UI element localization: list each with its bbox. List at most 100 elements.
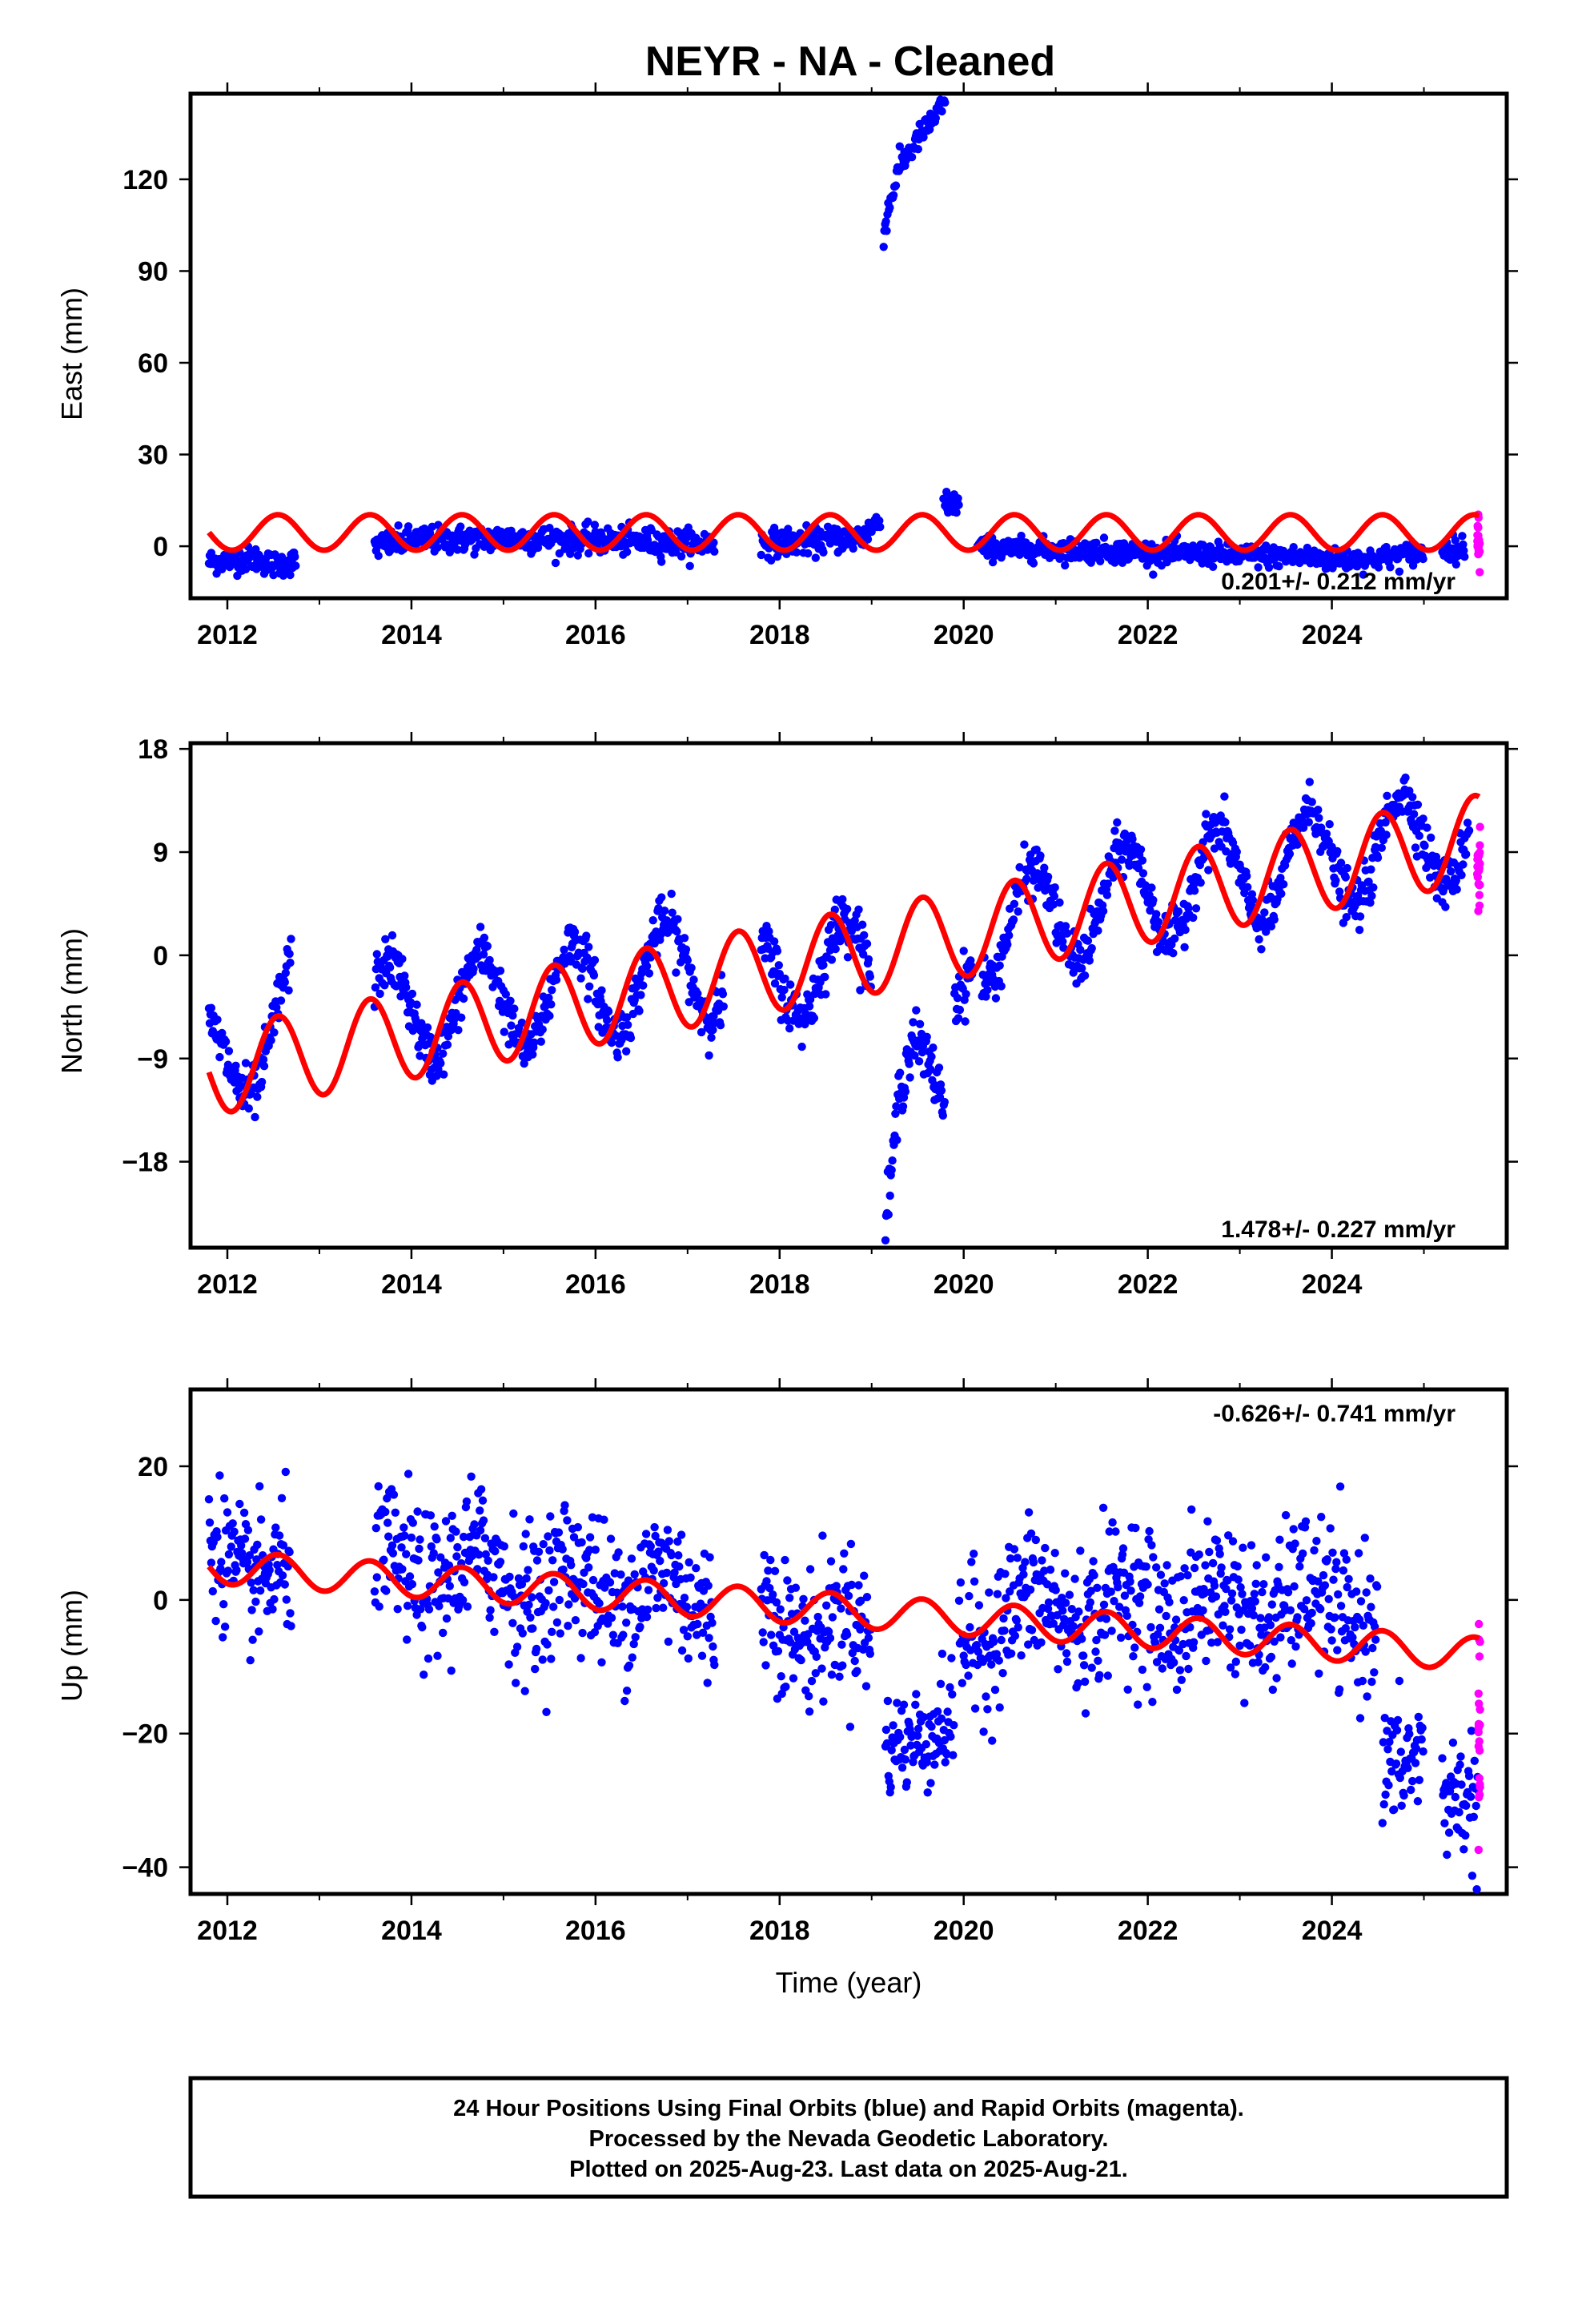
east-final-point xyxy=(954,494,962,503)
up-final-point xyxy=(1396,1747,1406,1756)
north-xtick-label: 2016 xyxy=(565,1269,626,1300)
up-final-point xyxy=(773,1647,783,1655)
up-final-point xyxy=(1203,1517,1212,1526)
up-final-point xyxy=(1227,1589,1237,1598)
up-final-point xyxy=(400,1523,408,1532)
up-rapid-point xyxy=(1474,1845,1484,1855)
east-final-point xyxy=(792,548,801,557)
up-final-point xyxy=(899,1700,909,1709)
east-panel: East (mm) 2012 2014 2016 2018 2020 2022 2024 0 3… xyxy=(55,82,1518,650)
up-final-point xyxy=(1312,1537,1321,1546)
north-final-point xyxy=(1078,964,1086,973)
north-rate-label: 1.478+/- 0.227 mm/yr xyxy=(1221,1216,1456,1243)
north-final-point xyxy=(1080,971,1090,980)
up-final-point xyxy=(1061,1569,1070,1578)
north-final-point xyxy=(1204,866,1213,875)
up-final-point xyxy=(781,1683,790,1691)
up-final-point xyxy=(265,1566,274,1574)
north-final-point xyxy=(809,1014,819,1023)
north-final-point xyxy=(1420,841,1429,850)
up-final-point xyxy=(524,1600,533,1610)
north-final-point xyxy=(683,956,692,965)
east-final-point xyxy=(919,133,928,142)
north-final-point xyxy=(962,990,970,999)
up-final-point xyxy=(490,1627,499,1637)
up-final-point xyxy=(591,1546,600,1554)
up-final-point xyxy=(995,1703,1004,1712)
up-final-point xyxy=(554,1528,564,1537)
up-final-point xyxy=(375,1602,383,1611)
up-final-point xyxy=(567,1561,576,1570)
up-final-point xyxy=(1393,1715,1403,1725)
east-final-point xyxy=(881,217,890,226)
up-final-point xyxy=(391,1508,400,1518)
north-ytick-label: −18 xyxy=(122,1148,168,1178)
up-final-point xyxy=(1165,1598,1174,1606)
up-final-point xyxy=(1076,1546,1085,1555)
up-final-point xyxy=(1171,1615,1181,1624)
up-final-point xyxy=(408,1580,417,1589)
up-final-point xyxy=(759,1638,768,1647)
north-final-point xyxy=(432,1072,441,1080)
up-final-point xyxy=(619,1630,628,1639)
up-final-point xyxy=(1182,1651,1191,1661)
up-final-point xyxy=(1415,1775,1424,1784)
north-final-point xyxy=(1174,907,1183,916)
up-final-point xyxy=(985,1588,994,1597)
up-final-point xyxy=(1183,1570,1192,1580)
north-final-point xyxy=(286,959,295,967)
east-final-point xyxy=(954,501,963,509)
east-final-point xyxy=(1029,559,1038,568)
up-final-point xyxy=(812,1652,821,1661)
up-final-point xyxy=(270,1594,279,1604)
up-final-point xyxy=(946,1732,955,1741)
up-final-point xyxy=(413,1507,422,1516)
north-final-point xyxy=(398,955,407,963)
up-final-point xyxy=(564,1622,572,1630)
north-final-point xyxy=(709,1025,717,1035)
north-final-point xyxy=(221,1037,231,1046)
up-final-point xyxy=(478,1496,488,1505)
up-final-point xyxy=(1334,1590,1343,1599)
east-final-point xyxy=(879,243,888,251)
up-final-point xyxy=(1363,1692,1371,1701)
east-final-point xyxy=(1460,553,1469,561)
up-final-point xyxy=(1107,1626,1116,1635)
up-final-point xyxy=(680,1594,689,1602)
up-final-point xyxy=(1131,1523,1140,1533)
up-final-point xyxy=(223,1566,233,1575)
east-final-points xyxy=(204,95,1469,581)
up-final-point xyxy=(1046,1565,1055,1574)
up-final-point xyxy=(452,1527,460,1536)
east-final-point xyxy=(584,517,592,526)
up-final-point xyxy=(665,1537,673,1546)
up-final-point xyxy=(1444,1828,1454,1837)
up-final-point xyxy=(1162,1561,1171,1570)
east-final-point xyxy=(286,570,295,580)
up-final-point xyxy=(1316,1605,1325,1614)
up-final-point xyxy=(489,1573,498,1582)
up-final-point xyxy=(560,1501,569,1510)
north-final-point xyxy=(1463,818,1472,827)
up-final-point xyxy=(1237,1625,1246,1634)
up-final-point xyxy=(220,1494,229,1503)
north-final-point xyxy=(1260,908,1269,917)
up-final-point xyxy=(1239,1543,1247,1552)
up-final-point xyxy=(1051,1586,1060,1594)
east-xtick-label: 2022 xyxy=(1118,620,1178,650)
north-final-point xyxy=(777,993,786,1002)
up-rapid-point xyxy=(1475,1746,1484,1755)
up-final-point xyxy=(1407,1785,1415,1795)
north-final-point xyxy=(892,1102,901,1111)
east-final-point xyxy=(811,553,820,562)
north-final-point xyxy=(785,1024,794,1033)
up-final-point xyxy=(1142,1562,1150,1571)
north-final-point xyxy=(781,974,789,983)
north-final-point xyxy=(805,995,815,1004)
north-final-point xyxy=(774,961,783,970)
up-final-point xyxy=(215,1471,224,1480)
east-plot-frame xyxy=(188,91,1509,601)
north-final-point xyxy=(859,950,868,959)
east-rate-label: 0.201+/- 0.212 mm/yr xyxy=(1221,569,1456,595)
east-final-point xyxy=(374,551,383,561)
